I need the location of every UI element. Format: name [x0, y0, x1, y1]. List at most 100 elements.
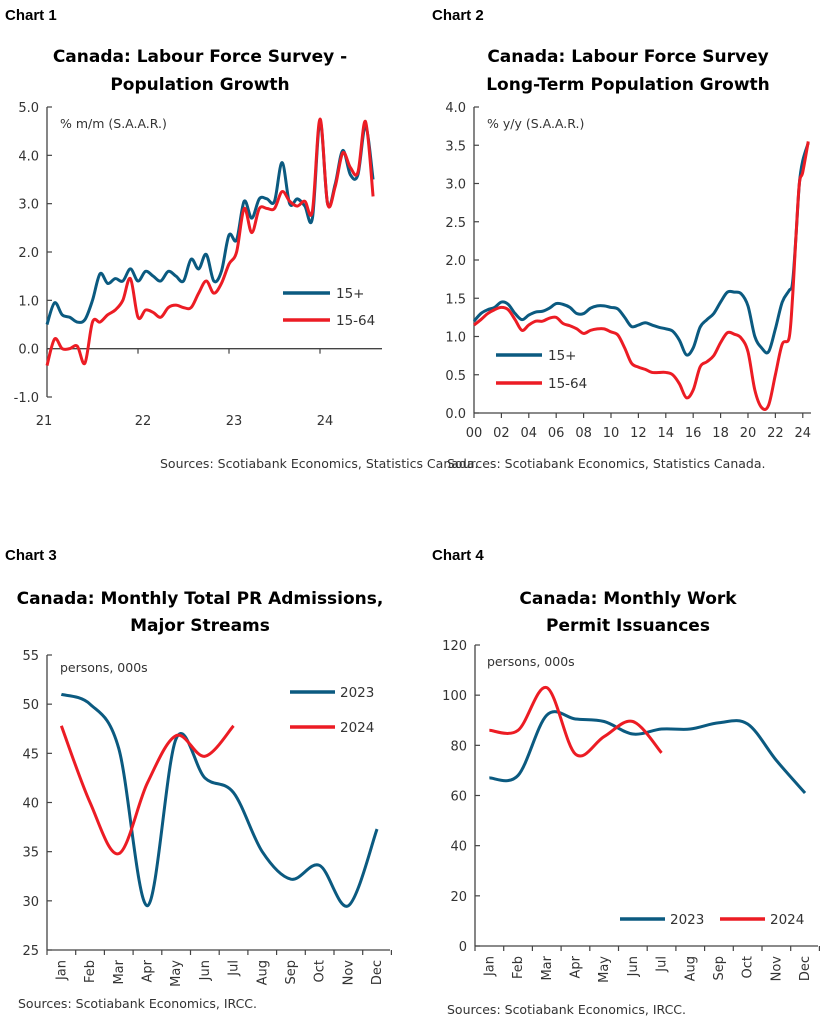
legend-label: 15+ — [548, 348, 577, 364]
y-tick-label: 0.0 — [445, 407, 466, 422]
chart-label: Chart 2 — [432, 7, 484, 24]
x-tick-label: Sep — [712, 956, 727, 981]
y-tick-label: 55 — [22, 649, 39, 664]
x-tick-label: Jan — [482, 956, 497, 977]
x-tick-label: 02 — [493, 426, 510, 441]
x-tick-label: Jan — [54, 960, 69, 981]
y-tick-label: 3.5 — [445, 139, 466, 154]
legend-label: 2024 — [770, 912, 804, 928]
legend-label: 2024 — [340, 720, 374, 736]
chart-2: Chart 2 Canada: Labour Force Survey Long-T… — [432, 7, 811, 471]
x-tick-label: 22 — [767, 426, 784, 441]
y-tick-label: 40 — [450, 840, 467, 855]
y-tick-label: 120 — [442, 639, 467, 654]
x-tick-label: 14 — [658, 426, 675, 441]
source-note: Sources: Scotiabank Economics, Statistic… — [160, 456, 478, 471]
x-tick-label: Feb — [511, 956, 526, 979]
x-tick-label: Jul — [227, 960, 242, 977]
x-tick-label: Nov — [341, 960, 356, 986]
x-tick-label: Oct — [741, 956, 756, 978]
y-tick-label: -1.0 — [14, 391, 39, 406]
series-line-2023 — [489, 710, 807, 794]
chart-title: Long-Term Population Growth — [486, 75, 770, 95]
x-tick-label: Feb — [83, 960, 98, 983]
x-tick-label: 24 — [795, 426, 812, 441]
x-tick-label: 23 — [226, 414, 243, 429]
unit-label: persons, 000s — [60, 660, 148, 675]
chart-title: Canada: Monthly Work — [519, 589, 737, 609]
x-tick-label: Aug — [683, 956, 698, 981]
y-tick-label: 45 — [22, 747, 39, 762]
chart-3: Chart 3 Canada: Monthly Total PR Admissio… — [5, 547, 392, 1011]
y-tick-label: 1.0 — [445, 331, 466, 346]
x-tick-label: Apr — [140, 959, 155, 982]
chart-label: Chart 1 — [5, 7, 57, 24]
chart-title: Population Growth — [110, 75, 289, 95]
legend-label: 2023 — [340, 685, 374, 701]
y-tick-label: 2.5 — [445, 216, 466, 231]
x-tick-label: Mar — [540, 955, 555, 980]
x-tick-label: Oct — [313, 960, 328, 982]
y-tick-label: 0.0 — [18, 343, 39, 358]
x-tick-label: 16 — [685, 426, 702, 441]
y-tick-label: 35 — [22, 846, 39, 861]
y-tick-label: 5.0 — [18, 101, 39, 116]
y-tick-label: 50 — [22, 698, 39, 713]
chart-label: Chart 4 — [432, 547, 484, 564]
x-tick-label: 24 — [317, 414, 334, 429]
y-tick-label: 3.0 — [18, 198, 39, 213]
chart-title: Major Streams — [130, 616, 270, 636]
y-tick-label: 20 — [450, 890, 467, 905]
x-tick-label: Jun — [198, 960, 213, 981]
source-note: Sources: Scotiabank Economics, IRCC. — [447, 1002, 686, 1017]
y-tick-label: 60 — [450, 790, 467, 805]
x-tick-label: 08 — [575, 426, 592, 441]
series-line-2024 — [489, 686, 663, 758]
chart-title: Permit Issuances — [546, 616, 710, 636]
y-tick-label: 3.0 — [445, 178, 466, 193]
x-tick-label: 20 — [740, 426, 757, 441]
chart-title: Canada: Labour Force Survey — [487, 47, 768, 67]
x-tick-label: Aug — [255, 960, 270, 985]
x-tick-label: 04 — [521, 426, 538, 441]
x-tick-label: Apr — [568, 955, 583, 978]
x-tick-label: May — [597, 956, 612, 983]
x-tick-label: Sep — [284, 960, 299, 985]
x-tick-label: Dec — [370, 960, 385, 985]
y-tick-label: 0.5 — [445, 369, 466, 384]
x-tick-label: 00 — [466, 426, 483, 441]
x-tick-label: Mar — [112, 959, 127, 984]
x-tick-label: Dec — [798, 956, 813, 981]
x-tick-label: May — [169, 960, 184, 987]
y-tick-label: 30 — [22, 895, 39, 910]
x-tick-label: 22 — [135, 414, 152, 429]
x-tick-label: Jun — [626, 956, 641, 977]
x-tick-label: 06 — [548, 426, 565, 441]
legend-label: 2023 — [670, 912, 704, 928]
y-tick-label: 1.0 — [18, 294, 39, 309]
source-note: Sources: Scotiabank Economics, Statistic… — [447, 456, 765, 471]
unit-label: persons, 000s — [487, 654, 575, 669]
y-tick-label: 80 — [450, 739, 467, 754]
y-tick-label: 0 — [459, 940, 467, 955]
y-tick-label: 40 — [22, 797, 39, 812]
x-tick-label: 12 — [630, 426, 647, 441]
series-line-2024 — [59, 724, 235, 856]
x-tick-label: Jul — [655, 956, 670, 973]
series-line-15-64 — [45, 117, 375, 366]
legend-label: 15-64 — [548, 376, 587, 392]
series-line-15-64 — [473, 141, 810, 412]
y-tick-label: 2.0 — [18, 246, 39, 261]
x-tick-label: 18 — [712, 426, 729, 441]
x-tick-label: Nov — [769, 956, 784, 982]
series-line-15+ — [472, 142, 810, 357]
chart-1: Chart 1 Canada: Labour Force Survey - Popu… — [5, 7, 478, 471]
y-tick-label: 25 — [22, 944, 39, 959]
y-tick-label: 2.0 — [445, 254, 466, 269]
y-tick-label: 4.0 — [445, 101, 466, 116]
unit-label: % y/y (S.A.A.R.) — [487, 116, 584, 131]
chart-title: Canada: Monthly Total PR Admissions, — [17, 589, 384, 609]
unit-label: % m/m (S.A.A.R.) — [60, 116, 167, 131]
y-tick-label: 100 — [442, 689, 467, 704]
legend-label: 15+ — [336, 286, 365, 302]
